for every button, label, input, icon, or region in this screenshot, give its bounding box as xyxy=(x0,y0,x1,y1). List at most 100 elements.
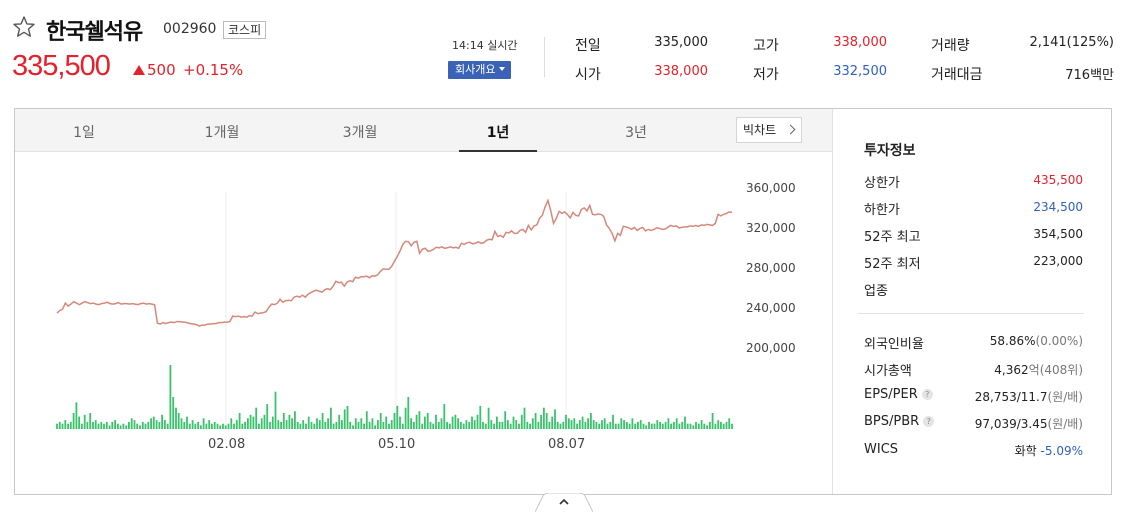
invest-value: 58.86%(0.00%) xyxy=(989,334,1083,348)
tab-1month[interactable]: 1개월 xyxy=(204,125,240,141)
tab-3year[interactable]: 3년 xyxy=(625,125,647,141)
volume-bar xyxy=(479,405,482,429)
help-icon[interactable]: ? xyxy=(921,389,933,400)
volume-bar xyxy=(136,423,139,429)
volume-bar xyxy=(164,420,166,429)
volume-bar xyxy=(271,416,274,429)
volume-bar xyxy=(601,420,603,429)
invest-value: 435,500 xyxy=(1033,173,1083,187)
volume-bar xyxy=(211,423,213,429)
volume-bar xyxy=(413,421,415,429)
volume-bar xyxy=(274,391,277,429)
volume-bar xyxy=(659,421,661,429)
volume-bar xyxy=(75,402,78,429)
volume-bar xyxy=(675,418,678,429)
invest-label: 시가총액 xyxy=(864,364,912,379)
collapse-tab[interactable] xyxy=(535,493,593,512)
volume-bar xyxy=(404,407,407,429)
volume-bar xyxy=(294,411,296,429)
volume-bar xyxy=(626,421,628,429)
big-chart-button[interactable]: 빅차트 xyxy=(736,117,802,143)
volume-bar xyxy=(128,421,130,429)
y-tick-label: 200,000 xyxy=(746,341,796,355)
volume-bar xyxy=(559,423,562,429)
volume-bar xyxy=(686,423,689,429)
invest-label: 하한가 xyxy=(864,203,900,218)
volume-bar xyxy=(222,423,224,429)
volume-bar xyxy=(725,421,728,429)
high-label: 고가 xyxy=(753,38,779,54)
chevron-right-icon xyxy=(785,124,796,135)
volume-bar xyxy=(260,418,263,429)
volume-bar xyxy=(440,418,443,429)
volume-bar xyxy=(299,423,302,429)
volume-bar xyxy=(105,421,108,429)
volume-bar xyxy=(302,420,305,429)
tab-1day[interactable]: 1일 xyxy=(73,125,95,141)
volume-bar xyxy=(634,423,637,429)
volume-bar xyxy=(531,418,534,429)
invest-info-title: 투자정보 xyxy=(864,143,916,159)
volume-bar xyxy=(496,416,498,429)
volume-bar xyxy=(94,420,97,429)
invest-value: 4,362억(408위) xyxy=(994,363,1083,377)
volume-bar xyxy=(238,413,241,429)
volume-bar xyxy=(465,420,468,429)
volume-bar xyxy=(617,423,620,429)
volume-bar xyxy=(673,421,675,429)
volume-bar xyxy=(709,421,711,429)
volume-bar xyxy=(130,418,133,429)
volume-bar xyxy=(529,423,531,429)
volume-bar xyxy=(349,421,352,429)
prev-close-value: 335,000 xyxy=(654,35,708,50)
volume-value: 2,141(125%) xyxy=(1029,35,1114,50)
volume-bar xyxy=(587,418,589,429)
volume-bar xyxy=(150,418,152,429)
volume-bar xyxy=(321,413,324,429)
volume-bar xyxy=(471,416,473,429)
tab-3month[interactable]: 3개월 xyxy=(342,125,378,141)
volume-bar xyxy=(540,414,542,429)
volume-bar xyxy=(689,423,692,429)
volume-bar xyxy=(324,421,327,429)
volume-bar xyxy=(390,420,393,429)
volume-bar xyxy=(695,421,697,429)
stock-code: 002960 xyxy=(163,21,217,37)
volume-bar xyxy=(374,425,376,429)
price-change: 500 xyxy=(133,61,176,79)
help-icon[interactable]: ? xyxy=(923,416,935,427)
volume-bar xyxy=(313,423,316,429)
volume-bar xyxy=(684,416,686,429)
volume-bar xyxy=(476,414,479,429)
high-value: 338,000 xyxy=(833,35,887,50)
volume-bar xyxy=(598,423,601,429)
volume-bar xyxy=(429,421,432,429)
volume-bar xyxy=(335,421,338,429)
volume-bar xyxy=(432,423,435,429)
amount-label: 거래대금 xyxy=(931,67,983,83)
volume-bar xyxy=(97,423,100,429)
volume-bar xyxy=(200,425,202,429)
tab-1year[interactable]: 1년 xyxy=(486,125,510,141)
invest-label: BPS/PBR? xyxy=(864,414,935,429)
volume-bar xyxy=(697,423,700,429)
invest-value: 97,039/3.45(원/배) xyxy=(974,417,1083,431)
volume-bar xyxy=(266,404,269,429)
volume-bar xyxy=(556,421,559,429)
volume-bar xyxy=(92,421,94,429)
volume-bar xyxy=(133,420,136,429)
volume-bar xyxy=(144,423,147,429)
volume-bar xyxy=(482,421,484,429)
up-triangle-icon xyxy=(133,65,145,75)
volume-bar xyxy=(584,421,587,429)
volume-bar xyxy=(213,421,216,429)
volume-bar xyxy=(653,423,656,429)
volume-bar xyxy=(155,420,158,429)
star-outline-icon[interactable] xyxy=(12,15,36,39)
volume-bar xyxy=(61,423,64,429)
volume-bar xyxy=(158,421,161,429)
volume-bar xyxy=(338,414,341,429)
company-overview-button[interactable]: 회사개요 xyxy=(448,61,512,79)
volume-bar xyxy=(285,420,288,429)
volume-bar xyxy=(111,421,114,429)
